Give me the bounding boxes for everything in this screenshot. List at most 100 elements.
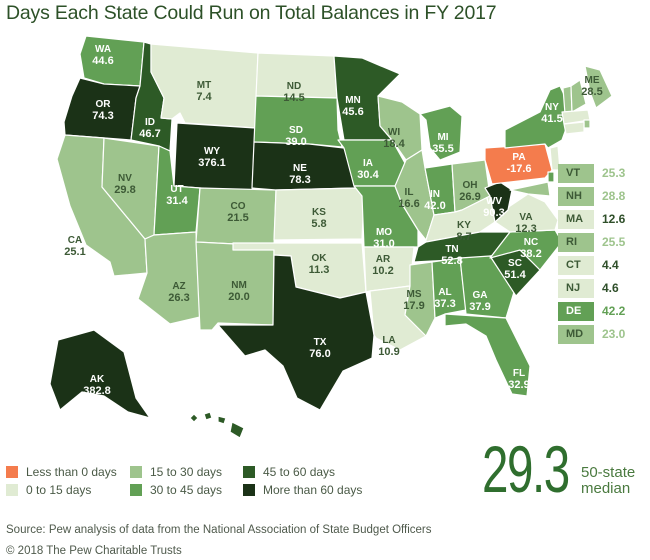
state-al [431, 257, 467, 319]
inset-ri: RI 25.5 [558, 233, 646, 252]
state-label-wy: WY 376.1 [198, 146, 226, 169]
inset-abbr: NJ [558, 279, 594, 298]
state-label-mi: MI 35.5 [432, 132, 453, 155]
median-label-line2: median [581, 480, 631, 497]
state-ct [563, 121, 585, 135]
inset-value: 4.6 [602, 281, 619, 295]
state-nh [570, 79, 587, 113]
state-label-nd: ND 14.5 [283, 81, 304, 104]
state-label-me: ME 28.5 [581, 75, 602, 98]
state-label-in: IN 42.0 [424, 189, 445, 212]
map-title: Days Each State Could Run on Total Balan… [6, 2, 497, 24]
state-label-nm: NM 20.0 [228, 280, 249, 303]
state-hi [189, 411, 245, 439]
state-label-wa: WA 44.6 [92, 44, 113, 67]
inset-nh: NH 28.8 [558, 187, 646, 206]
state-label-fl: FL 32.9 [508, 368, 529, 391]
state-label-oh: OH 26.9 [459, 180, 480, 203]
state-label-wv: WV 90.3 [483, 196, 504, 219]
legend-swatch [130, 484, 142, 496]
inset-value: 28.8 [602, 189, 626, 203]
inset-value: 25.5 [602, 235, 626, 249]
inset-value: 23.0 [602, 327, 626, 341]
state-label-nc: NC 38.2 [520, 237, 541, 260]
state-az [137, 231, 201, 325]
state-tx [217, 254, 375, 411]
legend-label: More than 60 days [263, 483, 363, 497]
median-value: 29.3 [482, 432, 570, 506]
state-mi [419, 105, 463, 161]
legend-swatch [130, 466, 142, 478]
state-label-az: AZ 26.3 [168, 281, 189, 304]
legend-item: 45 to 60 days [243, 465, 335, 479]
inset-ct: CT 4.4 [558, 256, 646, 275]
state-label-ks: KS 5.8 [311, 207, 326, 230]
inset-value: 25.3 [602, 166, 626, 180]
state-label-ca: CA 25.1 [64, 235, 85, 258]
state-label-ak: AK 382.8 [83, 374, 111, 397]
inset-nj: NJ 4.6 [558, 279, 646, 298]
state-label-al: AL 37.3 [434, 287, 455, 310]
state-label-co: CO 21.5 [227, 201, 248, 224]
state-label-ny: NY 41.5 [541, 102, 562, 125]
legend-item: Less than 0 days [6, 465, 117, 479]
inset-value: 12.6 [602, 212, 626, 226]
inset-abbr: MD [558, 325, 594, 344]
state-ak [49, 329, 151, 419]
legend-label: 45 to 60 days [263, 465, 336, 479]
state-label-ms: MS 17.9 [403, 289, 424, 312]
legend-item: 15 to 30 days [130, 465, 222, 479]
legend-label: 15 to 30 days [150, 465, 223, 479]
inset-abbr: DE [558, 302, 594, 321]
state-label-sd: SD 39.0 [285, 125, 306, 148]
state-fl [444, 313, 531, 397]
state-label-tn: TN 52.8 [441, 244, 462, 267]
state-label-sc: SC 51.4 [504, 258, 526, 281]
us-state-map: WA 44.6 OR 74.3 CA 25.1 NV 29.8 ID 46.7 MT 7.4 WY 376… [49, 35, 613, 439]
state-label-id: ID 46.7 [139, 117, 160, 140]
inset-value: 4.4 [602, 258, 619, 272]
state-label-va: VA 12.3 [515, 212, 536, 235]
state-label-or: OR 74.3 [92, 99, 113, 122]
inset-abbr: CT [558, 256, 594, 275]
inset-md: MD 23.0 [558, 325, 646, 344]
median-label: 50-state median [581, 465, 635, 497]
inset-de: DE 42.2 [558, 302, 646, 321]
legend-label: 30 to 45 days [150, 483, 223, 497]
state-label-nv: NV 29.8 [114, 173, 135, 196]
legend-item: 0 to 15 days [6, 483, 91, 497]
inset-abbr: RI [558, 233, 594, 252]
state-label-pa: PA -17.6 [506, 152, 531, 175]
state-label-ia: IA 30.4 [357, 158, 379, 181]
state-ga [459, 255, 515, 319]
state-label-la: LA 10.9 [378, 335, 399, 358]
inset-vt: VT 25.3 [558, 164, 646, 183]
inset-abbr: VT [558, 164, 594, 183]
legend-item: 30 to 45 days [130, 483, 222, 497]
state-label-wi: WI 18.4 [383, 127, 405, 150]
state-label-mn: MN 45.6 [342, 95, 363, 118]
state-label-tx: TX 76.0 [309, 337, 330, 360]
state-label-mt: MT 7.4 [196, 80, 212, 103]
legend-label: Less than 0 days [26, 465, 117, 479]
state-label-ar: AR 10.2 [372, 254, 393, 277]
inset-ma: MA 12.6 [558, 210, 646, 229]
legend-label: 0 to 15 days [26, 483, 92, 497]
copyright-note: © 2018 The Pew Charitable Trusts [6, 545, 182, 557]
state-ri [583, 119, 591, 129]
state-label-ut: UT 31.4 [166, 184, 188, 207]
legend-item: More than 60 days [243, 483, 362, 497]
legend-swatch [6, 484, 18, 496]
source-note: Source: Pew analysis of data from the Na… [6, 524, 432, 536]
state-label-ok: OK 11.3 [309, 253, 330, 276]
state-me [584, 65, 613, 109]
inset-abbr: NH [558, 187, 594, 206]
state-de [547, 171, 555, 183]
state-label-ky: KY 8.7 [456, 220, 471, 243]
legend-swatch [243, 484, 255, 496]
state-label-il: IL 16.6 [398, 187, 419, 210]
state-md [509, 181, 551, 197]
state-va [494, 193, 559, 233]
legend-swatch [6, 466, 18, 478]
legend-swatch [243, 466, 255, 478]
